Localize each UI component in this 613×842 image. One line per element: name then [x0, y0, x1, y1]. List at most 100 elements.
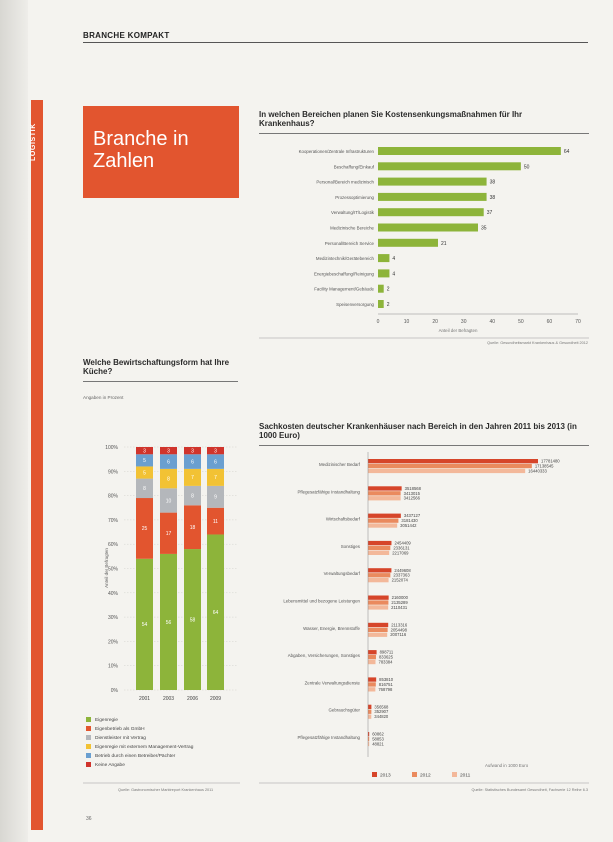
- chart3-value-label: 17781480: [541, 459, 560, 464]
- chart3-value-label: 58853: [372, 737, 384, 742]
- chart3-bar: [368, 578, 389, 583]
- chart3-value-label: 2054498: [391, 627, 408, 632]
- chart2-segment-label: 17: [166, 531, 172, 537]
- chart3-value-label: 833625: [379, 655, 394, 660]
- chart2-tick-label: 90%: [108, 469, 119, 475]
- chart3-value-label: 2110431: [391, 605, 408, 610]
- chart3-value-label: 17138545: [535, 464, 554, 469]
- chart1-value-label: 2: [387, 287, 390, 293]
- chart2-bar-segment: [160, 454, 177, 469]
- chart2-segment-label: 58: [190, 617, 196, 623]
- chart1-tick-label: 50: [518, 319, 524, 325]
- chart3-value-label: 768798: [378, 687, 393, 692]
- chart3-category-label: Pflegesatzfähige Instandhaltung: [298, 735, 361, 740]
- chart3-category-label: Zentrale Verwaltungsdienste: [305, 680, 361, 685]
- chart2-bar-segment: [160, 488, 177, 513]
- chart1-title: In welchen Bereichen planen Sie Kostense…: [259, 110, 523, 128]
- chart2-segment-label: 3: [143, 448, 146, 454]
- chart2-title-rule: [83, 381, 238, 382]
- chart1-category-label: Personal/Bereich Service: [325, 241, 375, 246]
- chart2-segment-label: 3: [191, 448, 194, 454]
- section-label: BRANCHE KOMPAKT: [83, 31, 170, 40]
- chart3-bar: [368, 655, 376, 660]
- chart3-value-label: 3518568: [405, 486, 422, 491]
- chart2-tick-label: 30%: [108, 615, 119, 621]
- chart1-kostensenkung: Kooperationen/Zentrale Infrastrukturen 64…: [259, 147, 589, 345]
- chart2-legend-swatch: [86, 762, 91, 767]
- chart1-category-label: Beschaffung/Einkauf: [334, 164, 375, 169]
- chart2-segment-label: 10: [166, 498, 172, 504]
- chart2-source: Quelle: Gastronomischer Marktreport Kran…: [118, 788, 213, 792]
- chart2-bar-segment: [136, 558, 153, 690]
- chart2-bar-segment: [207, 447, 224, 455]
- chart3-bar: [368, 491, 401, 496]
- chart1-value-label: 35: [481, 226, 487, 232]
- chart1-category-label: Medizintechnik/Gerätebereich: [316, 256, 375, 261]
- chart3-bar: [368, 659, 376, 665]
- chart3-bar: [368, 600, 389, 605]
- chart3-bar: [368, 736, 370, 742]
- chart1-category-label: Energiebeschaffung/Reinigung: [314, 271, 375, 276]
- chart3-category-label: Sonstiges: [341, 544, 361, 549]
- chart1-value-label: 4: [392, 271, 395, 277]
- chart2-segment-label: 8: [191, 493, 194, 499]
- chart1-tick-label: 70: [575, 319, 581, 325]
- chart1-tick-label: 10: [404, 319, 410, 325]
- chart1-bar: [378, 254, 390, 263]
- chart1-bar: [378, 208, 484, 217]
- chart1-category-label: Kooperationen/Zentrale Infrastrukturen: [299, 149, 375, 154]
- chart1-tick-label: 30: [461, 319, 467, 325]
- chart1-value-label: 64: [564, 149, 570, 155]
- chart2-segment-label: 56: [166, 620, 172, 626]
- chart3-title: Sachkosten deutscher Krankenhäuser nach …: [259, 422, 577, 440]
- chart2-segment-label: 6: [191, 459, 194, 465]
- chart1-tick-label: 60: [547, 319, 553, 325]
- chart2-bar-segment: [160, 512, 177, 554]
- chart3-bar: [368, 545, 391, 551]
- chart3-bar: [368, 682, 376, 687]
- chart2-title: Welche Bewirtschaftungsform hat Ihre Küc…: [83, 358, 230, 376]
- chart3-bar: [368, 540, 392, 546]
- chart3-value-label: 3412566: [404, 496, 421, 501]
- page-number: 36: [86, 816, 92, 822]
- chart2-bar-segment: [160, 468, 177, 489]
- chart1-tick-label: 40: [490, 319, 496, 325]
- chart3-category-label: Pflegesatzfähige Instandhaltung: [298, 489, 361, 494]
- chart1-x-axis-label: Anteil der Befragten: [439, 328, 478, 333]
- hero-box: Branche in Zahlen: [83, 106, 239, 198]
- chart1-category-label: Prozessoptimierung: [335, 195, 374, 200]
- chart3-bar: [368, 714, 372, 719]
- chart3-value-label: 783384: [378, 660, 393, 665]
- chart1-category-label: Verwaltung/IT/Logistik: [331, 210, 375, 215]
- chart2-tick-label: 60%: [108, 542, 119, 548]
- chart2-segment-label: 3: [214, 448, 217, 454]
- chart2-legend-label: Keine Angabe: [95, 762, 125, 768]
- chart2-segment-label: 7: [214, 475, 217, 481]
- chart2-bar-segment: [207, 468, 224, 486]
- chart3-value-label: 2152074: [392, 578, 409, 583]
- hero-title: Branche in Zahlen: [93, 128, 189, 172]
- page-fold-shadow: [0, 0, 28, 842]
- chart2-bar-segment: [184, 454, 201, 469]
- chart1-bar: [378, 162, 521, 171]
- chart2-legend-label: Eigenbetrieb als GmbH: [95, 726, 145, 732]
- chart1-bar: [378, 147, 561, 155]
- chart3-legend-swatch: [372, 772, 377, 777]
- chart2-segment-label: 64: [213, 610, 219, 616]
- chart2-bar-segment: [184, 468, 201, 486]
- chart2-segment-label: 11: [213, 519, 218, 525]
- chart3-value-label: 2135289: [391, 600, 408, 605]
- chart2-bar-segment: [136, 498, 153, 559]
- chart1-value-label: 38: [490, 180, 496, 186]
- chart3-category-label: Abgaben, Versicherungen, Sonstiges: [288, 653, 361, 658]
- chart1-source: Quelle: Gesundheitsmarkt Krankenhaus & G…: [487, 341, 588, 345]
- chart3-value-label: 3051442: [400, 523, 417, 528]
- chart1-bar: [378, 192, 487, 201]
- chart3-value-label: 16440333: [528, 468, 547, 473]
- chart3-bar: [368, 496, 401, 501]
- chart2-legend-swatch: [86, 717, 91, 722]
- chart3-bar: [368, 632, 388, 637]
- chart3-bar: [368, 687, 376, 692]
- chart2-bar-segment: [184, 505, 201, 550]
- chart3-bar: [368, 518, 399, 523]
